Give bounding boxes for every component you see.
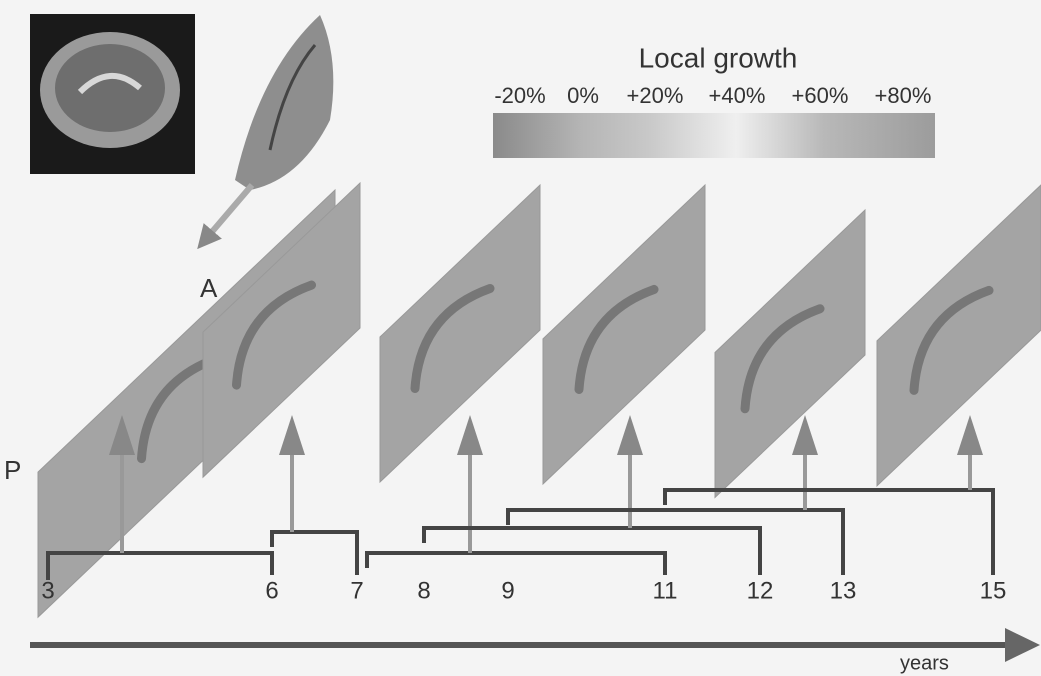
slice-plane — [542, 183, 706, 486]
tick-label: 12 — [747, 577, 774, 604]
arrowhead — [792, 415, 818, 455]
tick-label: 15 — [980, 577, 1007, 604]
slice — [202, 181, 361, 479]
colorbar-label: +60% — [792, 83, 849, 108]
axis-label: years — [900, 652, 949, 674]
colorbar-label: +20% — [627, 83, 684, 108]
posterior-label: P — [4, 455, 21, 485]
corpus-callosum — [740, 304, 825, 414]
mri-thumbnail — [30, 14, 195, 174]
brain-slice — [197, 15, 334, 250]
slice-plane — [876, 184, 1041, 487]
tick-label: 7 — [350, 577, 363, 604]
corpus-callosum — [574, 284, 659, 394]
interval-bracket — [506, 508, 845, 575]
arrowhead — [957, 415, 983, 455]
colorbar: Local growth -20% 0% +20% +40% +60% +80% — [493, 42, 935, 158]
tick-label: 11 — [653, 577, 678, 604]
slices — [37, 181, 1041, 619]
colorbar-label: +80% — [875, 83, 932, 108]
slice — [714, 208, 866, 499]
tick-label: 8 — [417, 577, 430, 604]
slice-plane — [714, 208, 866, 499]
interval-bracket — [663, 488, 995, 575]
corpus-callosum — [137, 354, 221, 464]
colorbar-label: +40% — [709, 83, 766, 108]
interval-bracket — [422, 526, 762, 575]
corpus-callosum — [909, 285, 994, 395]
timeline: 3 6 7 8 9 11 12 13 15 — [41, 415, 1006, 604]
slice-plane — [379, 183, 541, 484]
tick-label: 6 — [265, 577, 278, 604]
time-axis-arrowhead — [1005, 628, 1040, 662]
colorbar-title: Local growth — [639, 42, 798, 73]
interval-bracket — [270, 530, 359, 575]
tick-label: 9 — [501, 577, 514, 604]
arrowhead — [617, 415, 643, 455]
interval-bracket — [365, 551, 667, 575]
slice — [379, 183, 541, 484]
colorbar-label: -20% — [494, 83, 545, 108]
arrowhead — [109, 415, 135, 455]
arrowhead — [457, 415, 483, 455]
arrowhead — [279, 415, 305, 455]
interval-bracket — [46, 551, 274, 580]
tick-label: 13 — [830, 577, 857, 604]
colorbar-label: 0% — [567, 83, 599, 108]
anterior-label: A — [200, 273, 218, 303]
tick-label: 3 — [41, 577, 54, 604]
slice-plane — [202, 181, 361, 479]
corpus-callosum — [410, 284, 495, 393]
slice — [876, 184, 1041, 487]
corpus-callosum — [232, 280, 316, 390]
slice — [542, 183, 706, 486]
